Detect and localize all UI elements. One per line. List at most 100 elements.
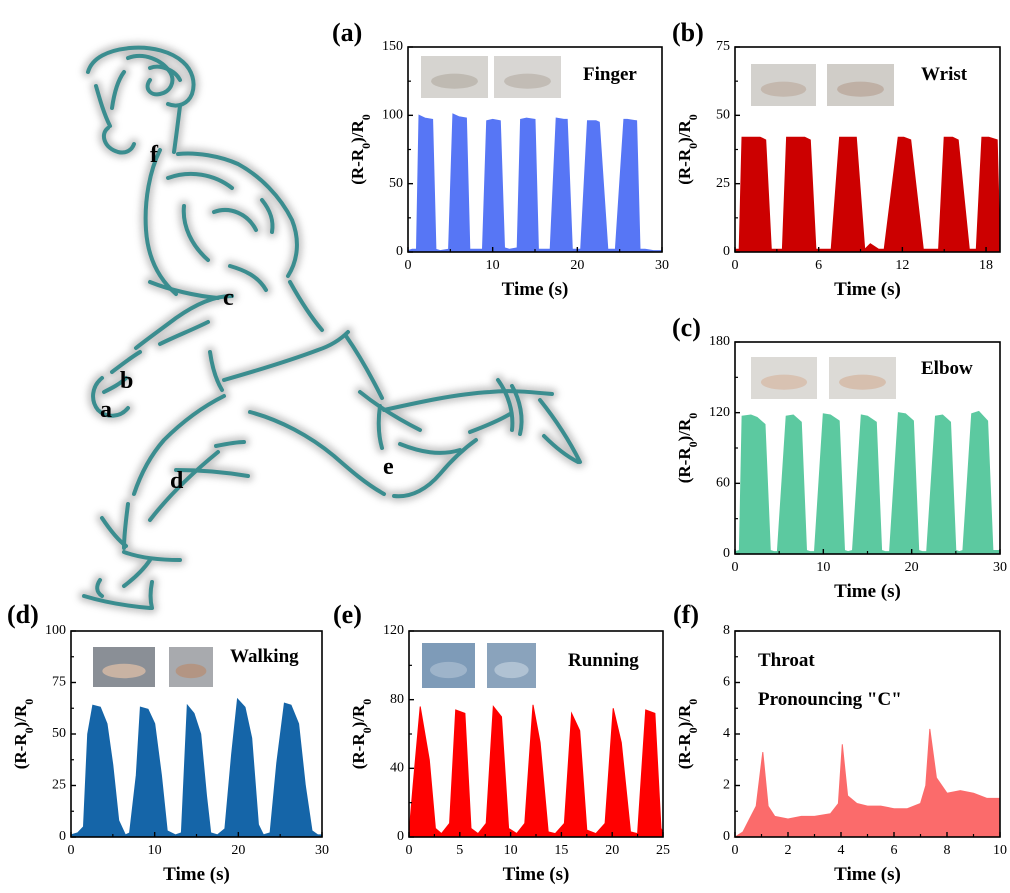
data-point-f-26 [986,797,988,799]
data-point-d-18 [180,832,182,834]
data-point-c-5 [764,423,766,425]
y-tick-label-a-2: 100 [382,108,403,123]
data-point-c-38 [962,550,964,552]
x-tick-label-e-3: 15 [554,843,568,858]
x-tick-label-c-2: 20 [905,560,919,575]
data-point-c-4 [756,416,758,418]
x-tick-label-f-1: 2 [785,843,792,858]
series-area-b [734,136,1001,253]
data-point-d-17 [175,834,177,836]
sketch-stroke-8 [176,151,299,278]
panel-label-d: (d) [7,600,39,629]
data-point-c-39 [971,413,973,415]
data-point-e-1 [412,785,414,787]
data-point-d-25 [224,828,226,830]
body-point-f-label: f [150,142,159,168]
data-point-d-31 [262,834,264,836]
sketch-stroke-7 [143,148,178,296]
finger-photo-straight [421,56,488,98]
data-point-b-1 [738,248,740,250]
annotation-e: Running [568,650,639,671]
data-point-a-4 [424,117,426,119]
data-point-b-27 [928,248,930,250]
data-point-e-11 [485,822,487,824]
data-point-c-33 [935,415,937,417]
sketch-stroke-31 [82,594,152,610]
x-axis-label-e: Time (s) [503,864,570,885]
data-point-d-4 [92,704,94,706]
sketch-stroke-5 [110,70,126,110]
data-point-b-8 [781,248,783,250]
y-tick-label-c-3: 180 [709,334,730,349]
data-point-a-43 [644,248,646,250]
x-tick-label-e-0: 0 [406,843,413,858]
data-point-f-10 [829,813,831,815]
x-tick-label-b-3: 18 [979,258,993,273]
sketch-stroke-36 [248,410,386,496]
x-tick-label-e-5: 25 [656,843,670,858]
data-point-f-22 [935,777,937,779]
data-point-c-15 [822,413,824,415]
data-point-f-25 [973,792,975,794]
sketch-stroke-25 [132,394,226,496]
x-tick-label-c-0: 0 [732,560,739,575]
data-point-a-16 [492,118,494,120]
data-point-f-4 [762,751,764,753]
x-tick-label-e-1: 5 [456,843,463,858]
data-point-e-23 [579,730,581,732]
chart-f: (f) 0 2 4 6 8 10 0 2 4 6 8 Time (s) (R-R0)/R0 Throat Pr… [673,600,1007,885]
data-point-c-42 [992,550,994,552]
data-point-c-6 [769,550,771,552]
series-area-e [408,704,664,838]
data-point-c-30 [918,550,920,552]
y-tick-label-b-3: 75 [716,39,730,54]
data-point-e-15 [516,833,518,835]
data-point-a-38 [614,248,616,250]
y-tick-label-c-2: 120 [709,405,730,420]
x-tick-label-a-1: 10 [486,258,500,273]
data-point-c-1 [738,550,740,552]
data-point-e-24 [586,829,588,831]
data-point-c-37 [958,551,960,553]
data-point-b-29 [943,136,945,138]
data-point-b-20 [869,243,871,245]
data-point-e-18 [539,742,541,744]
series-area-f [733,728,1001,838]
data-point-b-21 [878,248,880,250]
y-tick-label-e-3: 120 [383,623,404,638]
x-tick-label-b-2: 12 [895,258,909,273]
data-point-e-12 [492,706,494,708]
data-point-a-19 [509,248,511,250]
sketch-stroke-15 [134,294,234,350]
sketch-stroke-39 [382,389,554,412]
data-point-b-28 [938,248,940,250]
data-point-a-13 [477,248,479,250]
y-tick-label-f-3: 6 [723,675,730,690]
data-point-c-25 [884,551,886,553]
data-point-e-28 [620,742,622,744]
data-point-b-15 [830,248,832,250]
data-point-e-2 [419,706,421,708]
data-point-b-4 [759,136,761,138]
y-tick-label-b-2: 50 [716,108,730,123]
series-area-c [734,410,1001,555]
sketch-stroke-1 [126,53,175,97]
x-tick-label-a-2: 20 [570,258,584,273]
data-point-b-14 [825,248,827,250]
x-axis-label-d: Time (s) [163,864,230,885]
body-point-a-label: a [100,397,112,423]
data-point-c-3 [750,414,752,416]
annotation-f: Throat [758,650,815,671]
data-point-a-15 [486,120,488,122]
data-point-d-9 [124,834,126,836]
data-point-c-27 [897,412,899,414]
data-point-b-35 [988,136,990,138]
data-point-b-26 [922,248,924,250]
data-point-b-12 [809,139,811,141]
sketch-stroke-44 [376,404,384,450]
data-point-e-32 [654,712,656,714]
y-tick-label-d-4: 100 [45,623,66,638]
data-point-f-23 [946,792,948,794]
data-point-c-19 [847,551,849,553]
data-point-c-11 [800,421,802,423]
